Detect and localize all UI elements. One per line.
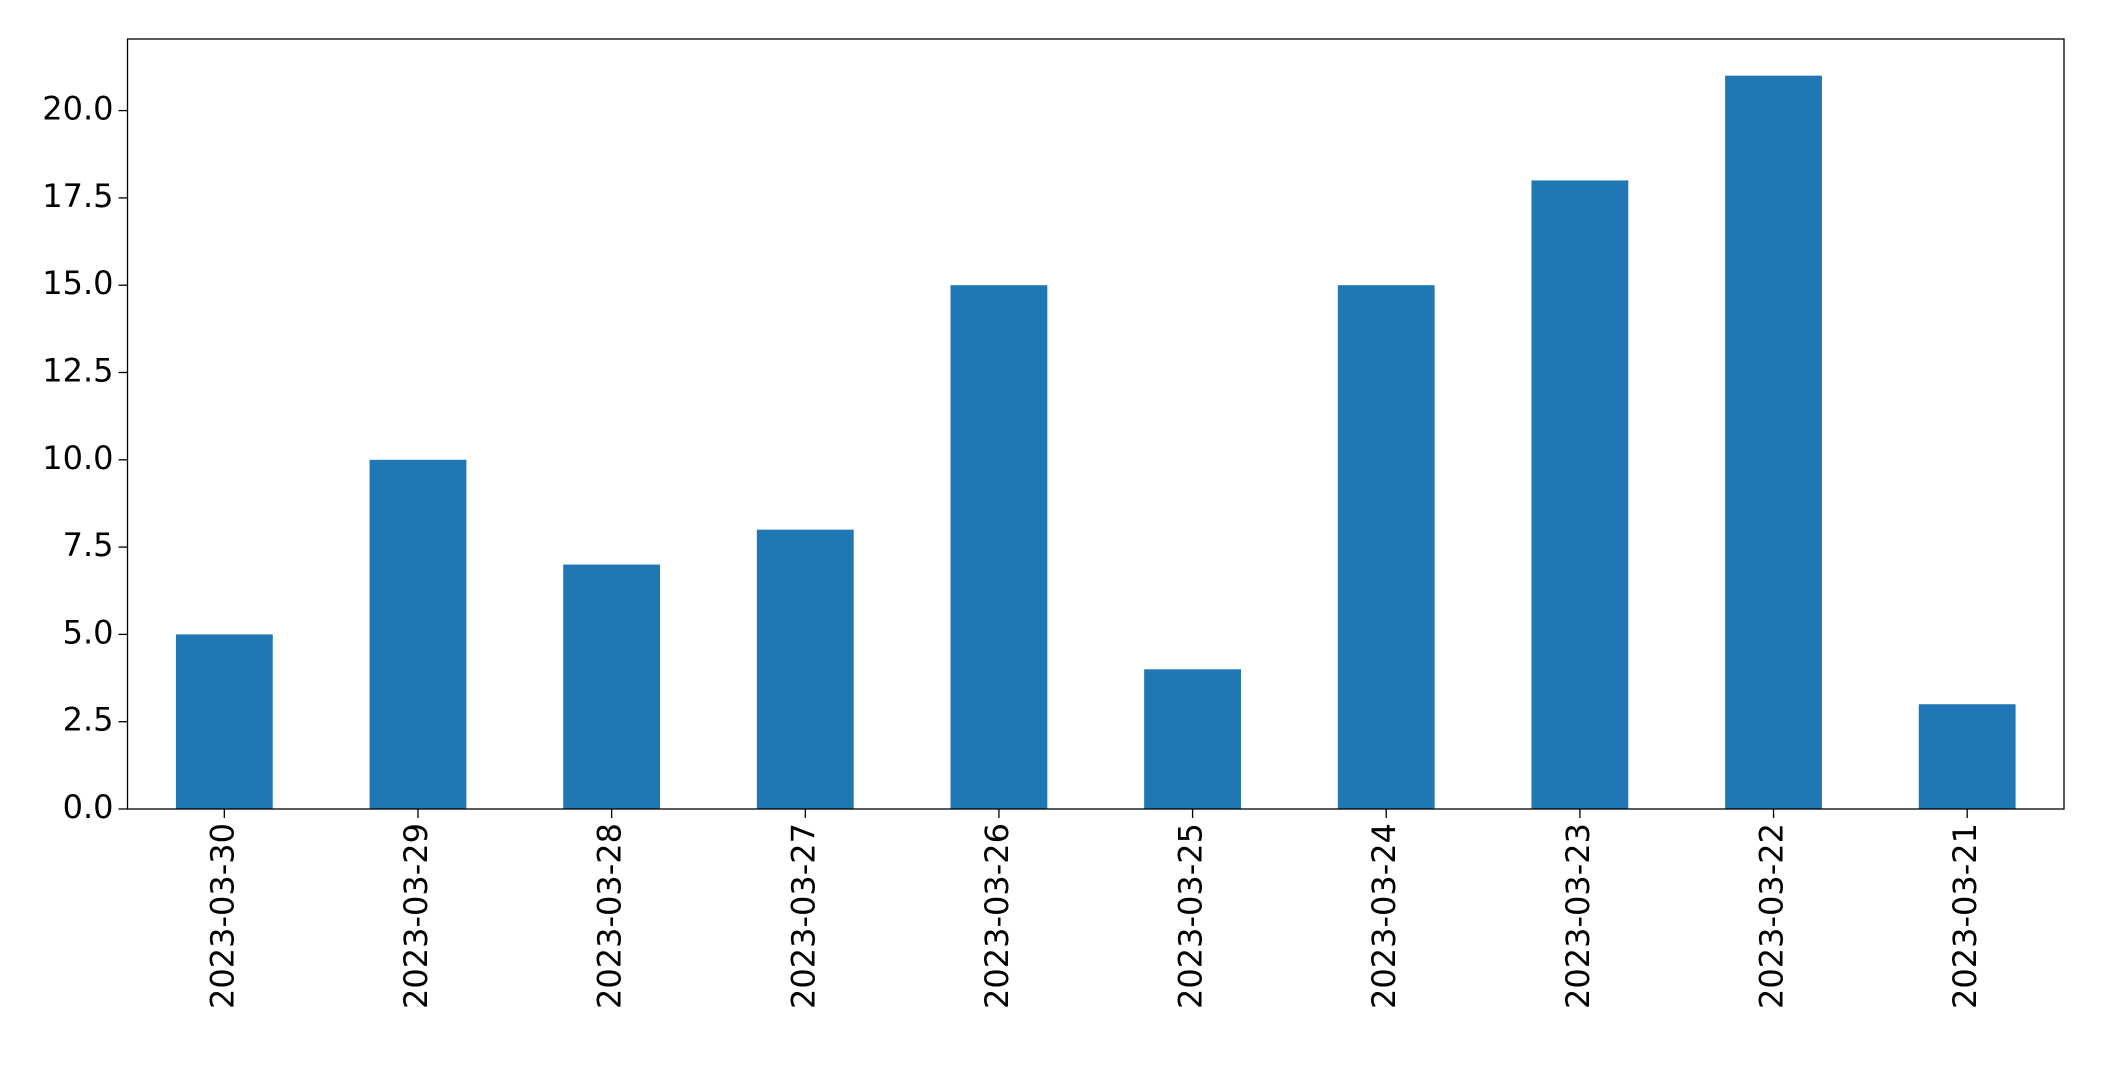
bar [1725,75,1822,809]
bar [1531,180,1629,809]
y-tick-label: 17.5 [42,177,113,215]
bar [1337,285,1435,809]
bar [756,529,854,809]
x-tick-label: 2023-03-30 [203,823,241,1009]
x-tick-label: 2023-03-22 [1753,823,1791,1009]
x-tick-label: 2023-03-24 [1365,823,1403,1009]
y-tick-label: 7.5 [63,526,114,564]
y-tick-label: 5.0 [63,613,114,651]
bar [1144,669,1241,809]
x-tick-label: 2023-03-27 [784,823,822,1009]
y-tick-label: 10.0 [42,439,113,477]
bar [369,459,467,809]
plot-frame [126,38,2065,810]
y-tick-label: 15.0 [42,264,113,302]
x-tick-label: 2023-03-21 [1946,823,1984,1009]
x-tick-label: 2023-03-23 [1559,823,1597,1009]
bar [175,634,273,809]
x-tick-label: 2023-03-28 [591,823,629,1009]
y-tick-label: 2.5 [63,701,114,739]
x-tick-label: 2023-03-25 [1172,823,1210,1009]
x-tick-label: 2023-03-29 [397,823,435,1009]
bar [1918,704,2016,809]
y-tick-label: 0.0 [63,788,114,826]
y-tick-label: 12.5 [42,351,113,389]
bar [563,564,661,809]
y-tick-label: 20.0 [42,90,113,128]
bar [950,285,1048,809]
x-tick-label: 2023-03-26 [978,823,1016,1009]
